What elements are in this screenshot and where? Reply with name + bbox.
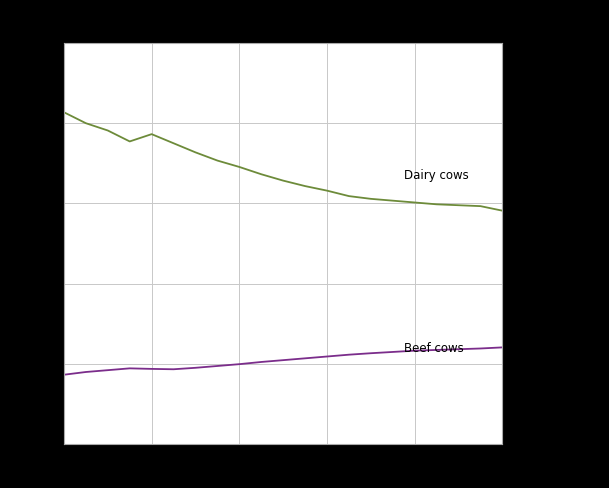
Text: Beef cows: Beef cows bbox=[404, 341, 463, 354]
Text: Dairy cows: Dairy cows bbox=[404, 168, 468, 182]
